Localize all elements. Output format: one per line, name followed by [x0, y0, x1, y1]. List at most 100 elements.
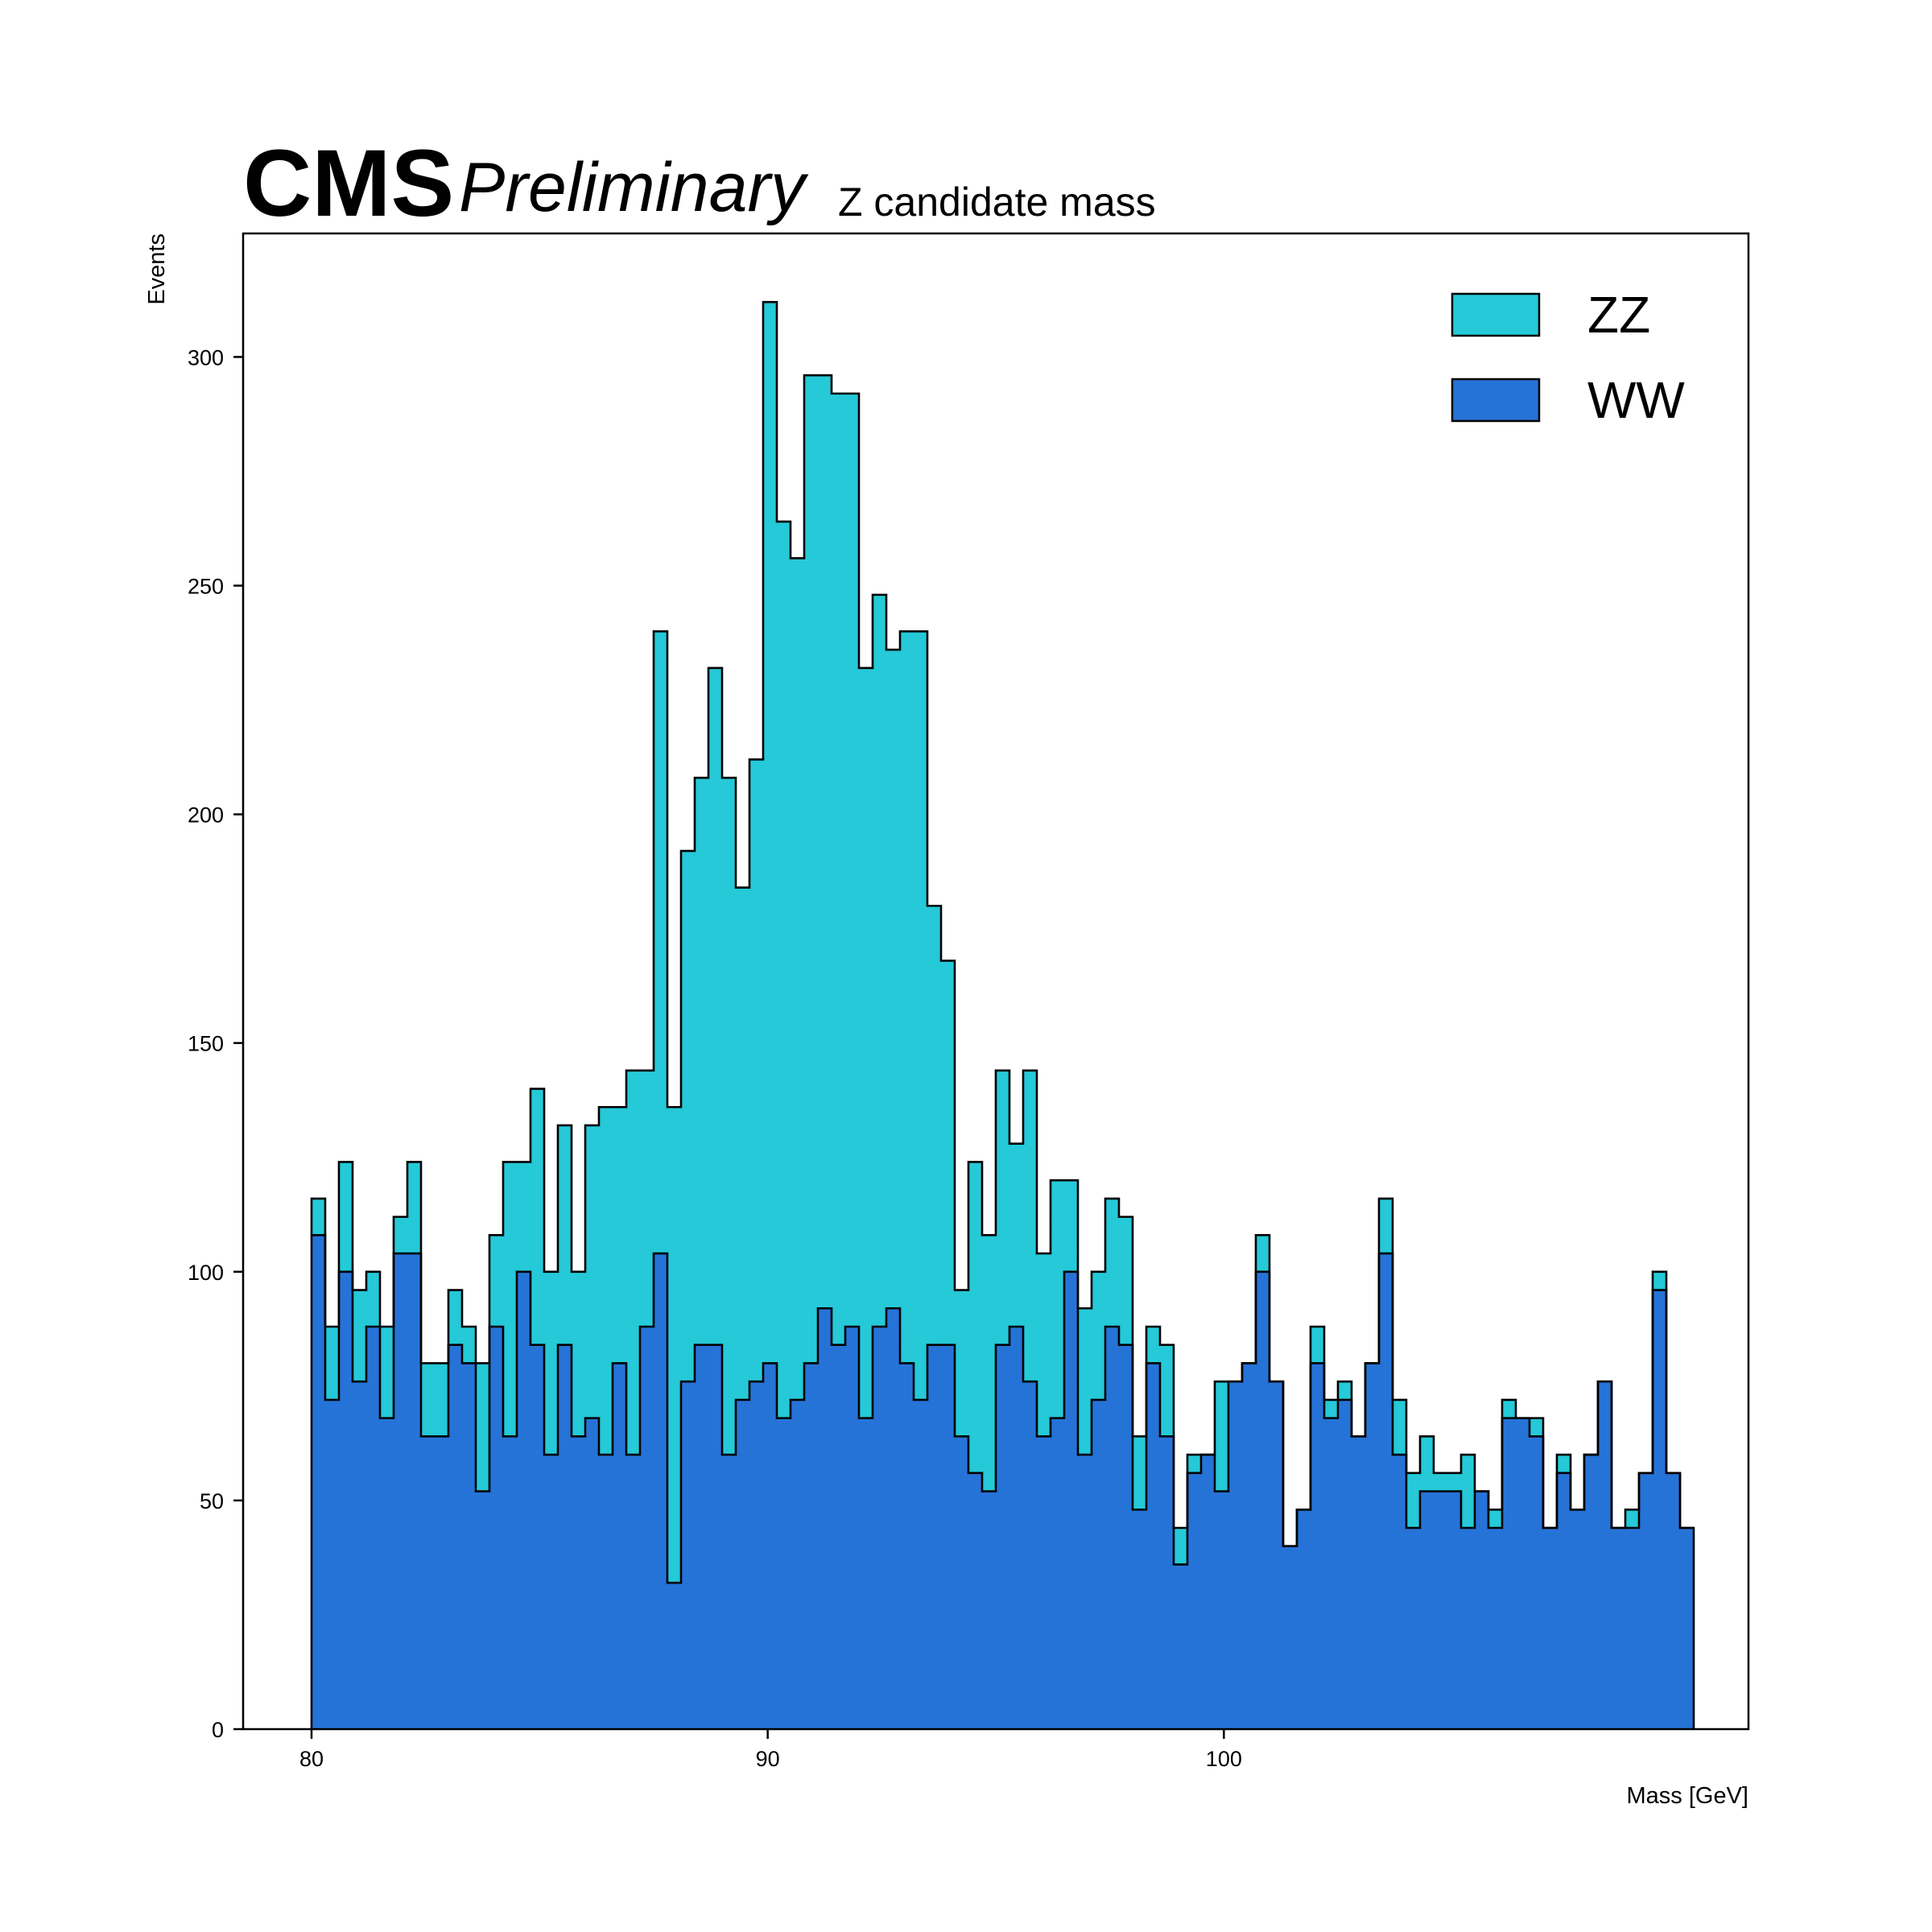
- outline-zz: [310, 300, 1694, 1548]
- bar-zz: [818, 375, 832, 1309]
- bar-zz: [1653, 1271, 1667, 1290]
- bar-ww: [1256, 1271, 1270, 1729]
- bar-zz: [695, 778, 709, 1345]
- bar-zz: [832, 393, 846, 1345]
- bar-zz: [1146, 1326, 1161, 1364]
- bar-zz: [1461, 1455, 1476, 1528]
- bar-zz: [489, 1235, 504, 1327]
- bar-ww: [1680, 1527, 1695, 1729]
- bar-zz: [448, 1290, 463, 1345]
- bar-ww: [1064, 1271, 1079, 1729]
- bar-zz: [339, 1162, 353, 1272]
- bar-ww: [1379, 1253, 1393, 1729]
- legend-label-zz: ZZ: [1587, 286, 1650, 344]
- bar-zz: [749, 759, 764, 1382]
- bar-zz: [476, 1363, 490, 1492]
- bar-zz: [1078, 1308, 1092, 1455]
- bar-ww: [1324, 1418, 1339, 1729]
- bar-ww: [544, 1455, 559, 1729]
- bar-ww: [736, 1399, 750, 1729]
- y-axis-ticks: 0 50 100 150 200 250 300: [188, 345, 243, 1742]
- bar-ww: [1625, 1527, 1640, 1729]
- bar-ww: [681, 1381, 696, 1729]
- bar-zz: [1009, 1143, 1024, 1327]
- bar-ww: [1666, 1472, 1681, 1729]
- bar-zz: [558, 1125, 572, 1345]
- bar-zz: [859, 667, 873, 1418]
- bar-zz: [503, 1162, 518, 1437]
- bar-ww: [955, 1436, 969, 1729]
- bar-zz: [1502, 1399, 1517, 1418]
- bar-zz: [1023, 1070, 1038, 1382]
- bar-ww: [599, 1455, 613, 1729]
- bar-zz: [736, 887, 750, 1400]
- x-tick-label: 100: [1206, 1747, 1242, 1771]
- y-tick-label: 150: [188, 1032, 224, 1056]
- bar-ww: [380, 1418, 394, 1729]
- bar-ww: [530, 1344, 545, 1729]
- bar-ww: [1612, 1527, 1626, 1729]
- bar-ww: [1311, 1363, 1325, 1729]
- bar-ww: [749, 1381, 764, 1729]
- bar-ww: [1297, 1509, 1311, 1729]
- bar-ww: [640, 1326, 654, 1729]
- bar-zz: [394, 1216, 408, 1254]
- bar-zz: [1420, 1436, 1435, 1492]
- bar-ww: [1598, 1381, 1612, 1729]
- bar-ww: [1420, 1491, 1435, 1729]
- bar-ww: [1447, 1491, 1462, 1729]
- y-tick-label: 0: [212, 1718, 224, 1742]
- y-tick-label: 50: [200, 1489, 224, 1513]
- bar-ww: [1215, 1491, 1229, 1729]
- y-tick-label: 200: [188, 803, 224, 828]
- bar-zz: [1434, 1472, 1448, 1492]
- bar-zz: [312, 1198, 326, 1236]
- bar-ww: [435, 1436, 449, 1729]
- bar-ww: [667, 1583, 682, 1729]
- bar-ww: [695, 1344, 709, 1729]
- bar-ww: [832, 1344, 846, 1729]
- bar-ww: [366, 1326, 381, 1729]
- bar-ww: [900, 1363, 914, 1729]
- bar-ww: [1174, 1564, 1188, 1729]
- bar-zz: [421, 1363, 436, 1437]
- bar-zz: [1064, 1180, 1079, 1272]
- bar-zz: [544, 1271, 559, 1455]
- bar-ww: [1475, 1491, 1489, 1729]
- x-axis-label: Mass [GeV]: [1627, 1783, 1749, 1809]
- bar-ww: [462, 1363, 477, 1729]
- bar-ww: [886, 1308, 901, 1729]
- bar-ww: [517, 1271, 531, 1729]
- bar-zz: [1133, 1436, 1147, 1510]
- bar-zz: [722, 778, 737, 1455]
- bar-zz: [1187, 1455, 1202, 1473]
- bar-ww: [791, 1399, 805, 1729]
- bar-ww: [1530, 1436, 1544, 1729]
- bar-zz: [1324, 1399, 1339, 1418]
- bar-ww: [1119, 1344, 1133, 1729]
- bar-ww: [914, 1399, 928, 1729]
- y-tick-label: 250: [188, 575, 224, 599]
- bar-zz: [955, 1290, 969, 1437]
- bar-zz: [572, 1271, 586, 1437]
- bar-zz: [1256, 1235, 1270, 1272]
- bar-zz: [941, 960, 956, 1345]
- bar-ww: [845, 1326, 860, 1729]
- bar-zz: [1379, 1198, 1393, 1254]
- bar-ww: [1009, 1326, 1024, 1729]
- bar-ww: [1434, 1491, 1448, 1729]
- y-axis-label: Events: [144, 233, 170, 305]
- y-tick-label: 300: [188, 345, 224, 369]
- bar-ww: [722, 1455, 737, 1729]
- bar-ww: [1338, 1399, 1352, 1729]
- bar-zz: [804, 375, 819, 1364]
- bar-ww: [585, 1418, 600, 1729]
- bar-zz: [667, 1107, 682, 1583]
- bar-ww: [859, 1418, 873, 1729]
- bar-zz: [927, 906, 942, 1345]
- legend-label-ww: WW: [1587, 371, 1685, 429]
- bar-ww: [1051, 1418, 1065, 1729]
- bar-zz: [1406, 1472, 1421, 1528]
- status-label: Preliminary: [459, 149, 809, 226]
